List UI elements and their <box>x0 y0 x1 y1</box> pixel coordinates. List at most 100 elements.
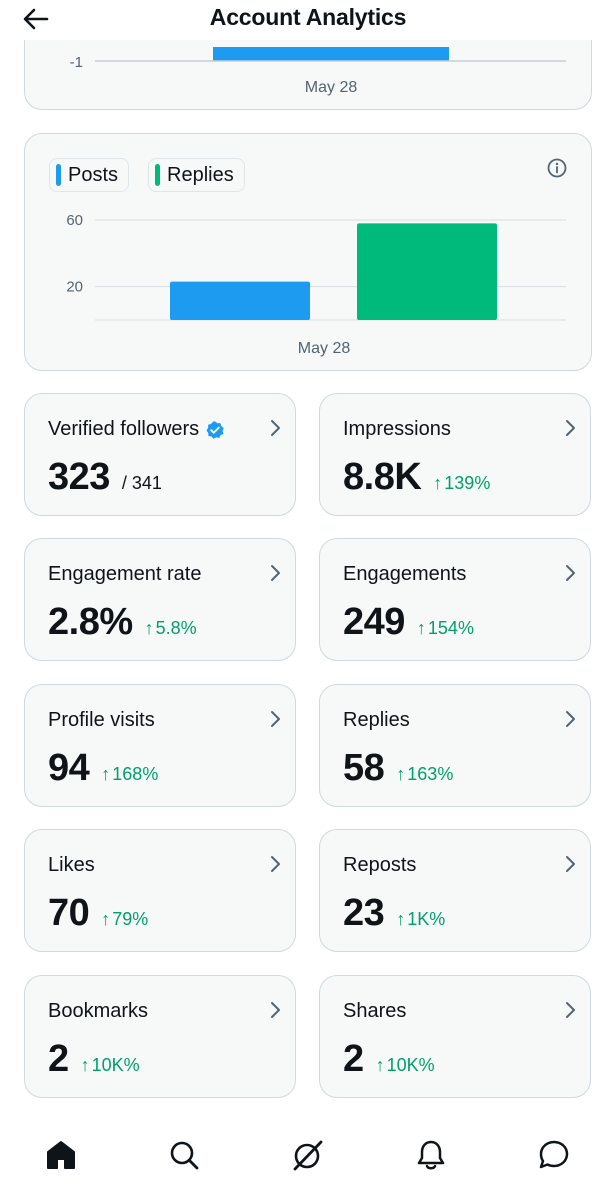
stat-card-bookmarks[interactable]: Bookmarks 2 ↑ 10K% <box>24 975 296 1098</box>
grok-icon[interactable] <box>291 1138 325 1172</box>
y-tick-label: 20 <box>66 279 83 296</box>
up-arrow-icon: ↑ <box>80 1055 90 1075</box>
chevron-right-icon <box>271 1002 280 1018</box>
stat-label: Likes <box>48 854 95 876</box>
stat-value: 323 <box>48 456 110 498</box>
stat-card-reposts[interactable]: Reposts 23 ↑ 1K% <box>319 829 591 952</box>
y-tick-label: 60 <box>66 212 83 229</box>
search-icon[interactable] <box>167 1138 201 1172</box>
stat-value: 249 <box>343 601 405 643</box>
chevron-right-icon <box>271 856 280 872</box>
stat-label: Impressions <box>343 418 451 440</box>
stat-card-replies[interactable]: Replies 58 ↑ 163% <box>319 684 591 807</box>
previous-chart-x-label: May 28 <box>305 79 358 96</box>
page-title: Account Analytics <box>209 4 407 30</box>
posts-swatch <box>56 164 61 186</box>
messages-icon[interactable] <box>537 1138 571 1172</box>
stat-card-profile-visits[interactable]: Profile visits 94 ↑ 168% <box>24 684 296 807</box>
stat-value: 58 <box>343 747 385 789</box>
stat-value-row: 2 ↑ 10K% <box>343 1038 435 1081</box>
chevron-right-icon <box>271 420 280 436</box>
verified-badge-icon <box>206 420 224 439</box>
posts-replies-bar-chart: 20 60 May 28 <box>66 212 566 357</box>
stat-change-value: 139% <box>444 473 491 493</box>
x-category-label: May 28 <box>298 340 351 357</box>
posts-replies-chart-card: Posts Replies 20 60 May 28 <box>24 133 592 371</box>
stat-value-row: 249 ↑ 154% <box>343 601 474 644</box>
stat-value-row: 23 ↑ 1K% <box>343 892 445 935</box>
stat-value: 8.8K <box>343 456 422 498</box>
replies-swatch <box>155 164 160 186</box>
home-icon[interactable] <box>44 1138 78 1172</box>
stat-change-value: 163% <box>407 764 454 784</box>
stat-label-row: Bookmarks <box>48 1000 148 1023</box>
stat-change: ↑ 154% <box>417 618 474 639</box>
back-arrow-icon <box>23 8 49 30</box>
stat-card-impressions[interactable]: Impressions 8.8K ↑ 139% <box>319 393 591 516</box>
chevron-right-icon <box>566 1002 575 1018</box>
chevron-right-icon <box>566 565 575 581</box>
stat-change-value: 10K% <box>91 1055 140 1075</box>
stat-label: Verified followers <box>48 418 200 440</box>
stat-label: Engagements <box>343 563 467 585</box>
stat-label: Engagement rate <box>48 563 202 585</box>
stat-change: ↑ 1K% <box>396 909 445 930</box>
stat-value: 2 <box>48 1038 69 1080</box>
stat-value-row: 2 ↑ 10K% <box>48 1038 140 1081</box>
legend-posts[interactable]: Posts <box>49 158 130 192</box>
stat-change: ↑ 163% <box>396 764 453 785</box>
stat-change: ↑ 79% <box>101 909 148 930</box>
stat-change: ↑ 139% <box>433 473 490 494</box>
stat-card-engagement-rate[interactable]: Engagement rate 2.8% ↑ 5.8% <box>24 538 296 661</box>
bottom-nav <box>0 1112 616 1199</box>
up-arrow-icon: ↑ <box>396 909 406 929</box>
stat-value: 23 <box>343 892 385 934</box>
bar-replies[interactable] <box>357 223 497 320</box>
back-button[interactable] <box>18 2 54 36</box>
stat-change-value: 1K% <box>407 909 446 929</box>
stat-card-engagements[interactable]: Engagements 249 ↑ 154% <box>319 538 591 661</box>
up-arrow-icon: ↑ <box>375 1055 385 1075</box>
chevron-right-icon <box>566 856 575 872</box>
stat-card-likes[interactable]: Likes 70 ↑ 79% <box>24 829 296 952</box>
stat-value-row: 8.8K ↑ 139% <box>343 456 490 499</box>
stat-label-row: Impressions <box>343 418 451 441</box>
stat-card-shares[interactable]: Shares 2 ↑ 10K% <box>319 975 591 1098</box>
stat-label-row: Engagements <box>343 563 466 586</box>
stat-value-row: 2.8% ↑ 5.8% <box>48 601 197 644</box>
stat-label-row: Verified followers <box>48 418 225 441</box>
legend-replies[interactable]: Replies <box>148 158 245 192</box>
stat-value: 2.8% <box>48 601 133 643</box>
stat-label: Replies <box>343 709 410 731</box>
stat-card-verified-followers[interactable]: Verified followers 323 / 341 <box>24 393 296 516</box>
up-arrow-icon: ↑ <box>101 764 111 784</box>
stat-change: ↑ 5.8% <box>145 618 197 639</box>
up-arrow-icon: ↑ <box>416 618 426 638</box>
info-icon[interactable] <box>545 156 569 180</box>
stat-change-value: 168% <box>112 764 159 784</box>
stat-total: / 341 <box>121 473 162 493</box>
stat-label-row: Profile visits <box>48 709 155 732</box>
stat-label: Shares <box>343 1000 407 1022</box>
stat-value: 2 <box>343 1038 364 1080</box>
up-arrow-icon: ↑ <box>144 618 154 638</box>
stat-label-row: Engagement rate <box>48 563 201 586</box>
stat-value-row: 323 / 341 <box>48 456 162 499</box>
previous-chart: -1 May 28 <box>70 47 566 96</box>
stat-label-row: Reposts <box>343 854 416 877</box>
stat-value-row: 58 ↑ 163% <box>343 747 453 790</box>
chevron-right-icon <box>566 711 575 727</box>
chevron-right-icon <box>566 420 575 436</box>
stat-change-value: 154% <box>427 618 474 638</box>
notifications-icon[interactable] <box>414 1138 448 1172</box>
stat-value-row: 94 ↑ 168% <box>48 747 158 790</box>
up-arrow-icon: ↑ <box>396 764 406 784</box>
stat-label-row: Shares <box>343 1000 406 1023</box>
stat-label-row: Replies <box>343 709 410 732</box>
stat-label: Bookmarks <box>48 1000 149 1022</box>
up-arrow-icon: ↑ <box>433 473 443 493</box>
stat-change: ↑ 10K% <box>376 1055 435 1076</box>
previous-chart-y-tick: -1 <box>70 54 83 71</box>
chevron-right-icon <box>271 565 280 581</box>
bar-posts[interactable] <box>170 281 310 320</box>
